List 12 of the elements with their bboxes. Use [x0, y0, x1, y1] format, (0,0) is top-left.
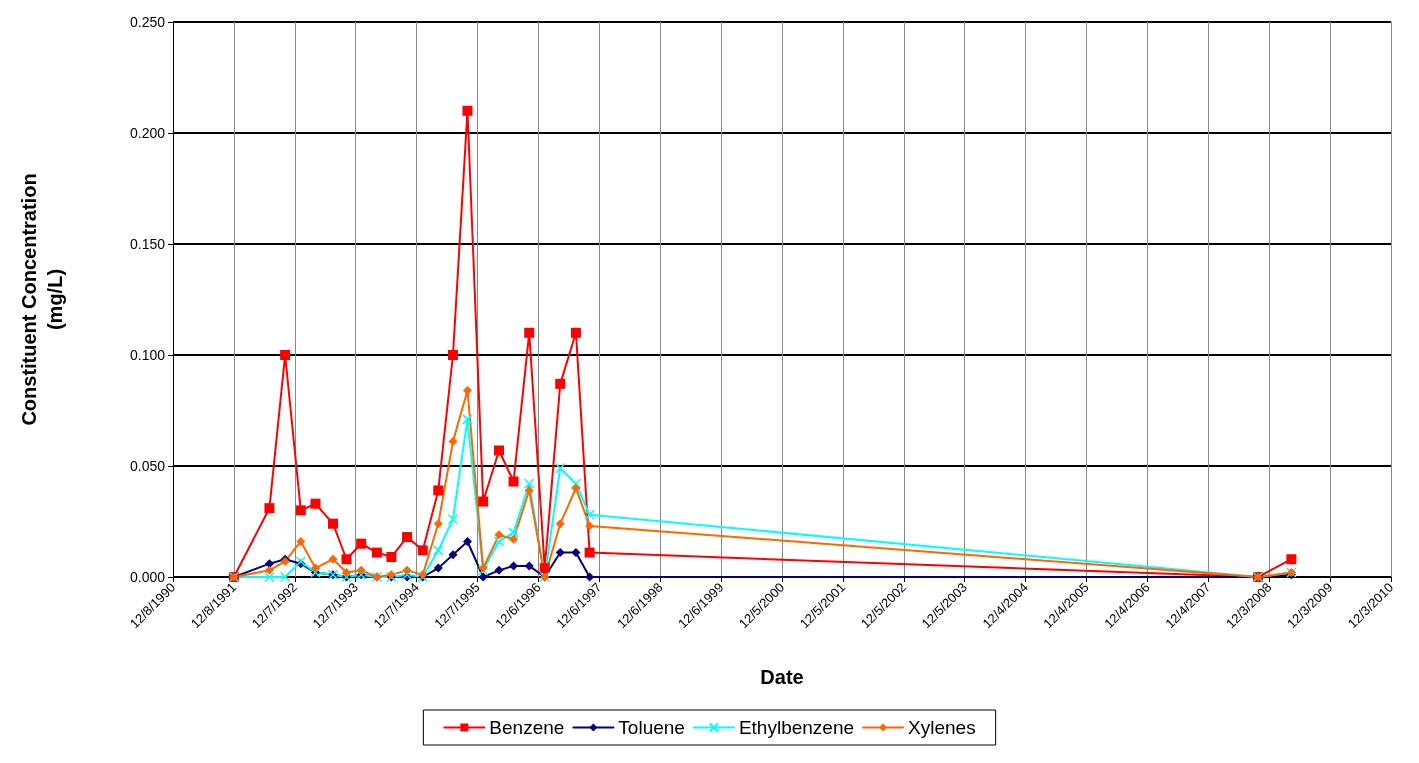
- x-axis-title: Date: [760, 666, 804, 688]
- legend-label: Toluene: [618, 717, 685, 738]
- y-tick-label: 0.150: [129, 236, 166, 252]
- y-tick-label: 0.050: [129, 458, 166, 474]
- legend-label: Ethylbenzene: [738, 717, 855, 738]
- y-tick-label: 0.250: [129, 14, 166, 30]
- y-tick-label: 0.200: [129, 125, 166, 141]
- y-axis-title: Constituent Concentration (mg/L): [18, 173, 66, 426]
- y-tick-label: 0.000: [129, 569, 166, 585]
- legend-label: Xylenes: [908, 717, 976, 738]
- legend-label: Benzene: [489, 717, 565, 738]
- y-tick-label: 0.100: [129, 347, 166, 363]
